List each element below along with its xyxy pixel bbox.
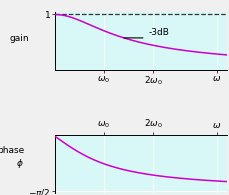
Y-axis label: gain: gain: [10, 34, 29, 43]
Text: -3dB: -3dB: [148, 28, 169, 37]
Y-axis label: phase
$\phi$: phase $\phi$: [0, 146, 24, 170]
